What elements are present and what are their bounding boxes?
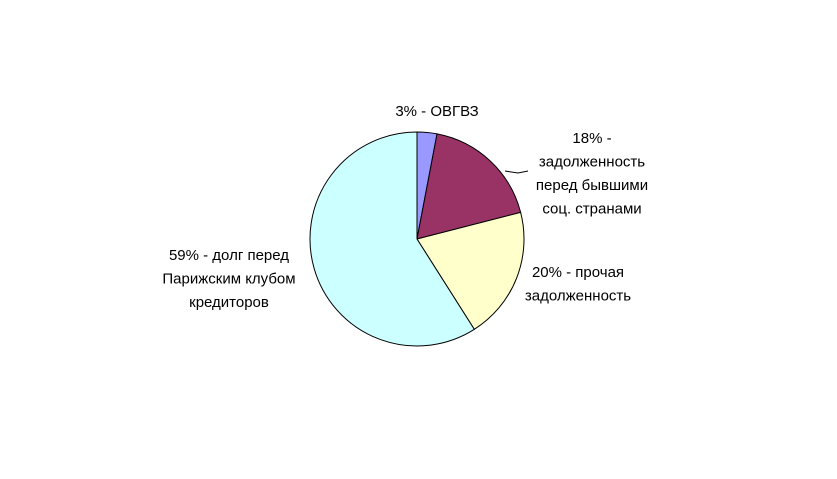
slice-label: Парижским клубом [162,270,295,287]
slice-label: 59% - долг перед [169,247,289,264]
slice-label: 18% - [572,130,611,147]
slice-label: перед бывшими [536,177,648,194]
pie-slice [309,131,476,347]
slice-label: задолженность [539,153,645,170]
pie-slice [416,133,522,240]
slice-label: 20% - прочая [532,264,624,281]
slice-label: задолженность [525,287,631,304]
pie-slice [416,211,525,331]
slice-label: кредиторов [189,294,269,311]
slice-label: 3% - ОВГВЗ [395,103,478,120]
slice-label: соц. странами [542,200,641,217]
leader-line [504,170,529,174]
